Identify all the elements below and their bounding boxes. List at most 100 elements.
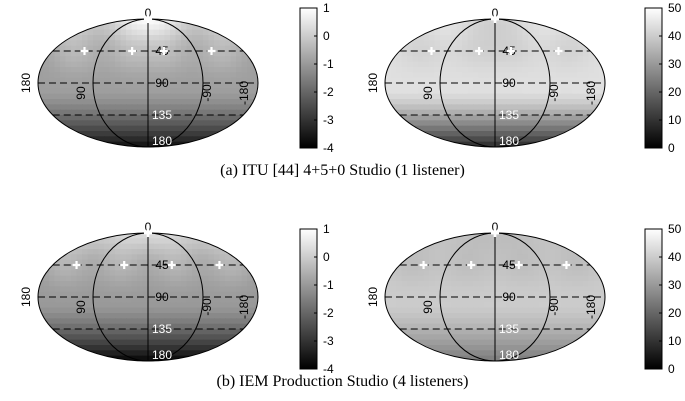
heatmap-cell (230, 355, 237, 361)
heatmap-cell (396, 40, 403, 47)
heatmap-cell (164, 56, 171, 63)
heatmap-cell (65, 104, 72, 111)
heatmap-cell (583, 29, 590, 36)
heatmap-cell (181, 99, 188, 105)
loudspeaker-marker (467, 261, 476, 269)
heatmap-cell (43, 99, 50, 105)
heatmap-cell (137, 286, 144, 293)
heatmap-cell (43, 297, 50, 303)
heatmap-cell (550, 35, 557, 41)
heatmap-cell (115, 51, 122, 57)
heatmap-cell (170, 45, 177, 52)
heatmap-cell (137, 238, 144, 245)
heatmap-cell (93, 281, 100, 287)
heatmap-cell (142, 254, 149, 261)
heatmap-cell (390, 334, 397, 341)
heatmap-cell (252, 115, 258, 121)
heatmap-cell (550, 345, 557, 351)
heatmap-cell (43, 243, 50, 250)
heatmap-cell (566, 136, 573, 143)
heatmap-cell (170, 104, 177, 111)
heatmap-cell (104, 286, 111, 293)
heatmap-cell (241, 67, 248, 73)
heatmap-cell (98, 339, 105, 346)
heatmap-cell (456, 313, 463, 319)
heatmap-cell (451, 334, 458, 341)
heatmap-cell (126, 238, 133, 245)
heatmap-cell (407, 93, 414, 100)
heatmap-cell (429, 40, 436, 47)
heatmap-cell (500, 291, 507, 298)
heatmap-cell (197, 104, 204, 111)
heatmap-cell (473, 313, 480, 319)
heatmap-cell (76, 265, 83, 271)
heatmap-cell (148, 40, 155, 47)
heatmap-cell (49, 270, 56, 277)
heatmap-cell (175, 270, 182, 277)
heatmap-cell (98, 83, 105, 89)
heatmap-cell (60, 45, 67, 52)
heatmap-cell (451, 281, 458, 287)
heatmap-cell (434, 313, 441, 319)
heatmap-cell (115, 339, 122, 346)
heatmap-cell (98, 88, 105, 95)
heatmap-cell (241, 265, 248, 271)
heatmap-cell (451, 345, 458, 351)
heatmap-cell (445, 125, 452, 132)
heatmap-cell (599, 88, 605, 95)
heatmap-cell (131, 339, 138, 346)
heatmap-cell (495, 275, 502, 282)
heatmap-cell (137, 259, 144, 266)
heatmap-cell (572, 88, 579, 95)
heatmap-cell (164, 67, 171, 73)
heatmap-cell (385, 88, 392, 95)
heatmap-cell (137, 93, 144, 100)
heatmap-cell (148, 131, 155, 137)
heatmap-cell (192, 131, 199, 137)
heatmap-cell (142, 125, 149, 132)
heatmap-cell (247, 233, 254, 239)
heatmap-cell (252, 254, 258, 261)
heatmap-cell (561, 77, 568, 84)
heatmap-cell (137, 19, 144, 25)
heatmap-cell (219, 115, 226, 121)
heatmap-cell (126, 56, 133, 63)
heatmap-cell (489, 40, 496, 47)
heatmap-cell (208, 329, 215, 335)
heatmap-cell (98, 99, 105, 105)
heatmap-cell (539, 131, 546, 137)
heatmap-cell (137, 313, 144, 319)
heatmap-cell (588, 67, 595, 73)
heatmap-cell (98, 297, 105, 303)
heatmap-cell (517, 302, 524, 309)
heatmap-cell (186, 120, 193, 127)
heatmap-cell (175, 265, 182, 271)
heatmap-cell (197, 249, 204, 255)
heatmap-cell (495, 233, 502, 239)
heatmap-cell (561, 281, 568, 287)
heatmap-cell (252, 334, 258, 341)
heatmap-cell (533, 115, 540, 121)
heatmap-cell (473, 29, 480, 36)
heatmap-cell (555, 270, 562, 277)
heatmap-cell (109, 29, 116, 36)
heatmap-cell (401, 243, 408, 250)
heatmap-cell (236, 307, 243, 314)
grid-label-elev-90: 90 (502, 76, 516, 90)
heatmap-cell (203, 307, 210, 314)
heatmap-cell (522, 313, 529, 319)
heatmap-cell (164, 88, 171, 95)
heatmap-cell (473, 88, 480, 95)
heatmap-cell (478, 104, 485, 111)
heatmap-cell (153, 233, 160, 239)
heatmap-cell (208, 334, 215, 341)
heatmap-cell (54, 286, 61, 293)
heatmap-cell (126, 24, 133, 31)
heatmap-cell (236, 19, 243, 25)
heatmap-cell (120, 329, 127, 335)
heatmap-cell (197, 307, 204, 314)
colorbar-tick-label: 1 (323, 222, 330, 236)
heatmap-cell (98, 24, 105, 31)
heatmap-cell (93, 313, 100, 319)
heatmap-cell (252, 131, 258, 137)
